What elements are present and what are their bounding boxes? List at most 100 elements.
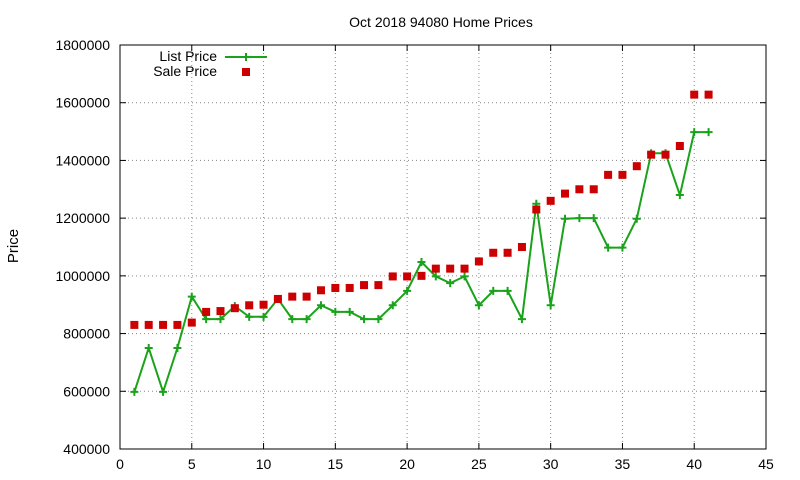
list-price-point	[403, 286, 412, 295]
sale-price-point	[474, 257, 483, 266]
sale-price-point	[316, 286, 325, 295]
x-tick-label: 45	[758, 456, 774, 472]
list-price-point	[575, 214, 584, 223]
x-tick-label: 10	[256, 456, 272, 472]
list-price-point	[604, 243, 613, 252]
x-tick-label: 35	[615, 456, 631, 472]
sale-price-point	[690, 90, 699, 99]
sale-price-point	[288, 292, 297, 301]
sale-price-point	[489, 248, 498, 257]
sale-price-point	[388, 272, 397, 281]
list-price-point	[245, 312, 254, 321]
x-tick-label: 5	[188, 456, 196, 472]
sale-price-point	[675, 142, 684, 150]
sale-price-point	[173, 320, 182, 329]
list-price-point	[302, 315, 311, 324]
series-layer	[130, 90, 713, 396]
sale-price-point	[618, 170, 627, 179]
list-price-point	[417, 258, 426, 267]
sale-price-point	[302, 292, 311, 301]
list-price-point	[202, 315, 211, 324]
sale-price-point	[159, 320, 168, 329]
list-price-point	[690, 128, 699, 137]
x-tick-label: 0	[116, 456, 124, 472]
list-price-point	[259, 312, 268, 321]
list-price-point	[374, 315, 383, 324]
sale-price-point	[661, 150, 670, 159]
list-price-point	[187, 292, 196, 301]
legend-marker-sale-price	[242, 68, 250, 76]
y-tick-label: 1800000	[55, 37, 110, 53]
list-price-point	[546, 301, 555, 310]
sale-price-point	[360, 281, 369, 290]
sale-price-point	[575, 185, 584, 194]
sale-price-point	[273, 294, 282, 303]
sale-price-point	[245, 301, 254, 310]
sale-price-point	[144, 320, 153, 329]
list-price-point	[503, 286, 512, 295]
list-price-point	[144, 344, 153, 352]
sale-price-point	[647, 150, 656, 159]
sale-price-point	[202, 307, 211, 316]
sale-price-point	[561, 189, 570, 198]
sale-price-point	[403, 272, 412, 281]
axis-ticks: 0 5 10 15 20 25 30 35 40 45 400000 600000 800000 1000…	[55, 37, 774, 472]
sale-price-point	[460, 264, 469, 273]
list-price-point	[474, 301, 483, 310]
list-price-point	[446, 279, 455, 288]
legend-marker-list-price	[242, 53, 250, 61]
sale-price-point	[431, 264, 440, 273]
y-tick-label: 1000000	[55, 268, 110, 284]
y-tick-label: 800000	[63, 326, 110, 342]
list-price-point	[288, 315, 297, 324]
list-price-point	[388, 301, 397, 310]
x-tick-label: 25	[471, 456, 487, 472]
list-price-point	[517, 315, 526, 324]
sale-price-point	[632, 162, 641, 171]
sale-price-point	[704, 90, 713, 99]
sale-price-point	[230, 304, 239, 313]
x-tick-label: 40	[686, 456, 702, 472]
legend-label-list-price: List Price	[159, 48, 217, 64]
y-tick-label: 1600000	[55, 95, 110, 111]
list-price-point	[675, 191, 684, 200]
y-tick-label: 400000	[63, 441, 110, 457]
sale-price-point	[259, 300, 268, 309]
list-price-point	[159, 387, 168, 396]
chart-title: Oct 2018 94080 Home Prices	[349, 14, 533, 30]
legend-label-sale-price: Sale Price	[153, 63, 217, 79]
list-price-point	[460, 272, 469, 281]
y-tick-label: 1400000	[55, 152, 110, 168]
sale-price-point	[345, 283, 354, 292]
list-price-point	[632, 214, 641, 223]
sale-price-point	[446, 264, 455, 273]
list-price-point	[489, 286, 498, 295]
sale-price-point	[216, 307, 225, 316]
plot-frame	[119, 44, 767, 450]
list-price-point	[618, 243, 627, 252]
list-price-point	[360, 315, 369, 324]
list-price-point	[561, 214, 570, 223]
list-price-point	[704, 128, 713, 137]
list-price-point	[589, 214, 598, 223]
y-axis-label: Price	[5, 229, 22, 263]
list-price-point	[431, 272, 440, 281]
sale-price-point	[331, 283, 340, 292]
sale-price-point	[589, 185, 598, 194]
list-price-point	[173, 344, 182, 352]
sale-price-point	[187, 318, 196, 327]
sale-price-point	[503, 248, 512, 257]
list-price-point	[345, 307, 354, 316]
sale-price-point	[374, 281, 383, 290]
x-tick-label: 30	[543, 456, 559, 472]
list-price-point	[216, 315, 225, 324]
x-tick-label: 15	[328, 456, 344, 472]
list-price-point	[130, 387, 139, 396]
list-price-point	[331, 307, 340, 316]
y-tick-label: 1200000	[55, 210, 110, 226]
list-price-point	[316, 301, 325, 310]
sale-price-point	[546, 196, 555, 205]
sale-price-point	[517, 243, 526, 251]
